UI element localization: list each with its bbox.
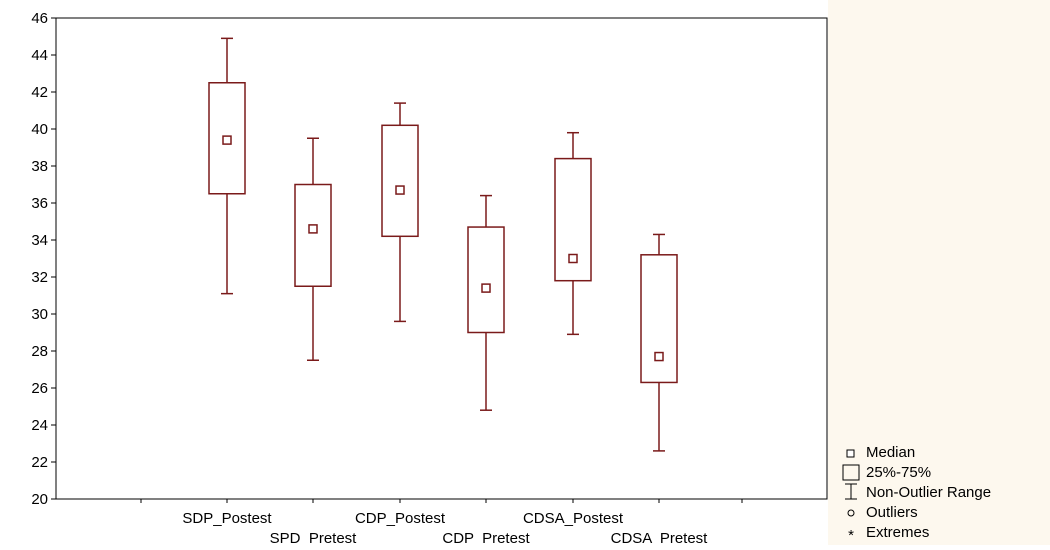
x-axis: SDP_Postest SPD Pretest CDP_Postest CDP Pre… — [140, 499, 743, 547]
chart-background — [0, 0, 828, 545]
y-tick-label: 20 — [31, 491, 48, 508]
x-tick-label: CDSA_Postest — [523, 510, 624, 527]
y-tick-label: 36 — [31, 195, 48, 212]
box-iqr — [467, 226, 505, 334]
y-tick-label: 42 — [31, 84, 48, 101]
y-tick-label: 26 — [31, 380, 48, 397]
y-tick-label: 28 — [31, 343, 48, 360]
box-group — [294, 137, 332, 361]
y-tick-label: 38 — [31, 158, 48, 175]
x-tick-label: CDSA Pretest — [611, 530, 709, 545]
median-marker — [568, 253, 578, 264]
legend-label: 25%-75% — [866, 464, 931, 481]
median-marker — [654, 351, 664, 362]
y-tick-label: 24 — [31, 417, 48, 434]
y-tick-label: 30 — [31, 306, 48, 323]
box-iqr — [208, 82, 246, 195]
x-tick-label: SDP_Postest — [182, 510, 272, 527]
plot-frame — [55, 17, 828, 500]
y-axis: 20 22 24 26 28 30 32 34 36 38 40 42 44 46 — [31, 10, 56, 508]
box-group — [640, 233, 678, 452]
y-tick-label: 22 — [31, 454, 48, 471]
legend-label: Outliers — [866, 504, 918, 521]
box-iqr — [554, 157, 592, 282]
legend: * Median 25%-75% Non-Outlier Range Outliers E… — [842, 444, 991, 544]
median-marker — [308, 224, 318, 234]
box-series — [208, 37, 678, 452]
box-group — [381, 102, 419, 323]
box-iqr — [381, 124, 419, 238]
legend-extreme-icon: * — [848, 527, 854, 544]
box-group — [554, 131, 592, 336]
legend-outlier-icon — [847, 509, 855, 517]
y-tick-label: 44 — [31, 47, 48, 64]
box-group — [208, 37, 246, 295]
box-iqr — [640, 254, 678, 384]
y-tick-label: 34 — [31, 232, 48, 249]
legend-median-icon — [846, 449, 855, 458]
median-marker — [395, 185, 405, 195]
median-marker — [481, 283, 491, 293]
legend-box-icon — [842, 464, 860, 481]
box-iqr — [294, 183, 332, 287]
legend-range-icon — [845, 483, 857, 500]
legend-label: Median — [866, 444, 915, 461]
box-group — [467, 194, 505, 411]
y-tick-label: 40 — [31, 121, 48, 138]
y-tick-label: 46 — [31, 10, 48, 27]
x-tick-label: CDP_Postest — [355, 510, 446, 527]
legend-label: Extremes — [866, 524, 929, 541]
median-marker — [222, 135, 232, 145]
x-tick-label: SPD Pretest — [270, 530, 358, 545]
y-tick-label: 32 — [31, 269, 48, 286]
legend-label: Non-Outlier Range — [866, 484, 991, 501]
x-tick-label: CDP Pretest — [442, 530, 530, 545]
